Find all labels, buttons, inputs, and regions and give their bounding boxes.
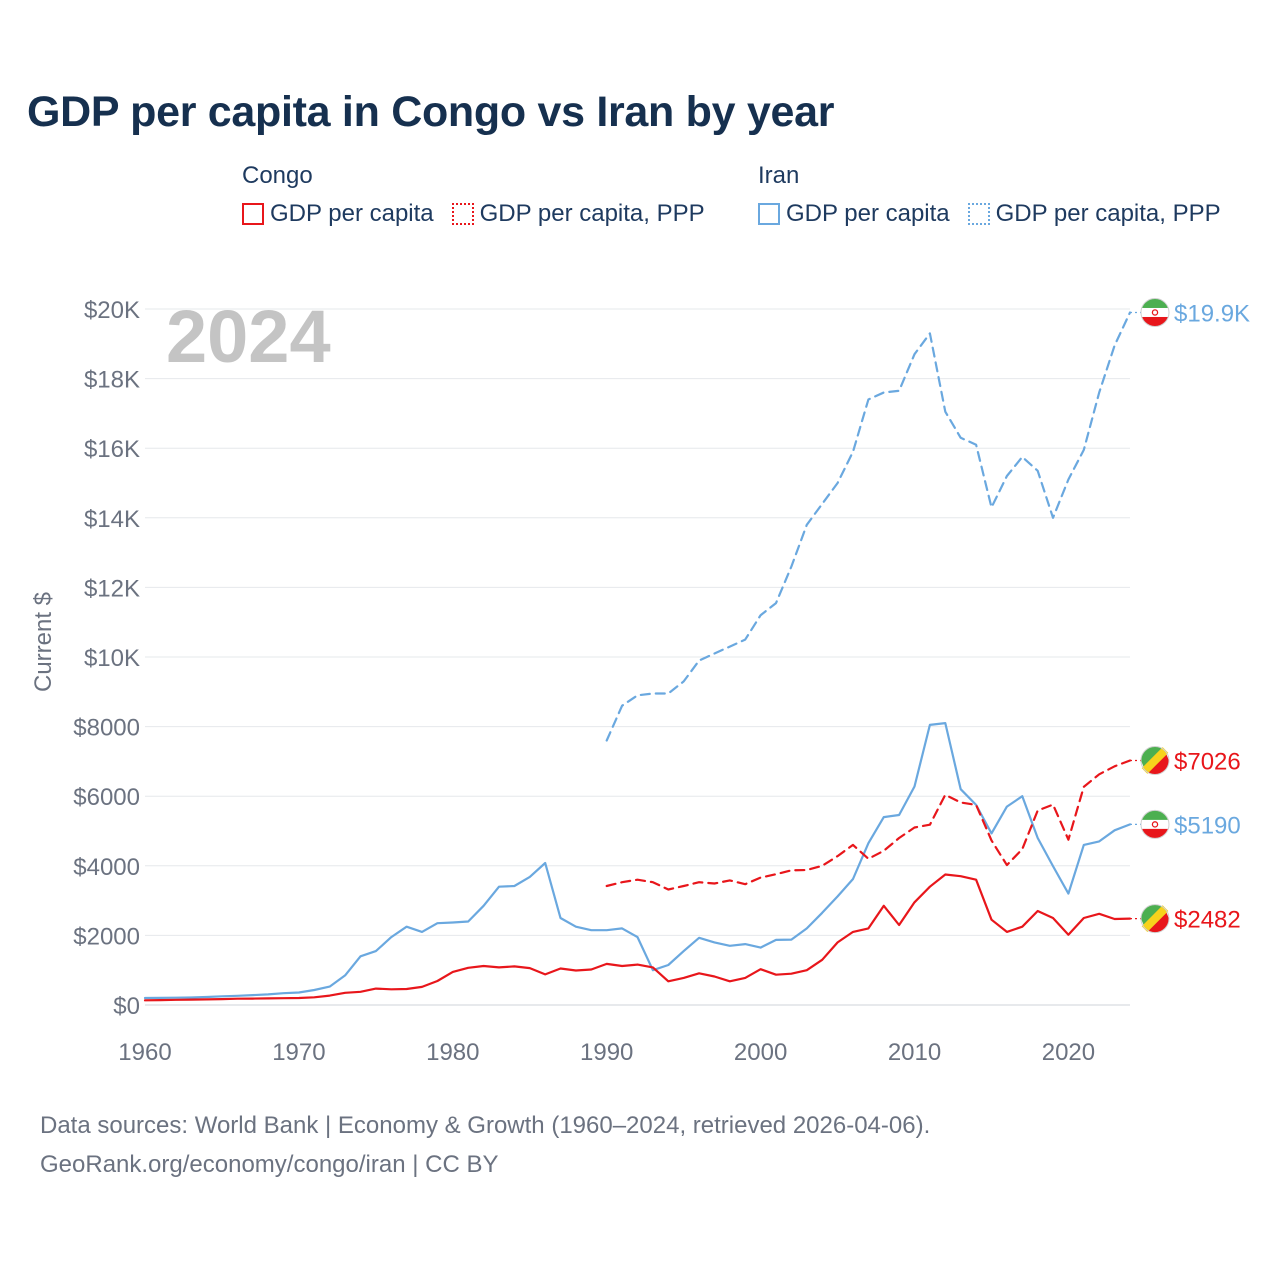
x-tick-label: 1970 bbox=[272, 1039, 325, 1066]
y-tick-label: $8000 bbox=[73, 715, 140, 742]
legend-swatch-solid bbox=[242, 203, 264, 225]
flag-emblem bbox=[1151, 821, 1159, 828]
legend-swatch-dotted bbox=[967, 203, 990, 225]
y-tick-label: $14K bbox=[84, 506, 140, 533]
series-line bbox=[605, 759, 1132, 891]
legend-group-title: Congo bbox=[242, 162, 313, 189]
y-tick-label: $4000 bbox=[73, 854, 140, 881]
end-value-label: $2482 bbox=[1174, 907, 1241, 934]
y-tick-label: $16K bbox=[84, 436, 140, 463]
y-tick-label: $2000 bbox=[73, 923, 140, 950]
legend-item-congo-gdp-ppp[interactable]: GDP per capita, PPP bbox=[451, 200, 705, 228]
x-tick-label: 1960 bbox=[118, 1039, 171, 1066]
legend-group-title: Iran bbox=[758, 162, 800, 189]
legend-item-iran-gdp-ppp[interactable]: GDP per capita, PPP bbox=[967, 200, 1221, 228]
y-tick-label: $12K bbox=[84, 575, 140, 602]
footer-attribution: GeoRank.org/economy/congo/iran | CC BY bbox=[40, 1151, 499, 1178]
year-watermark: 2024 bbox=[166, 295, 331, 378]
legend-swatch-dotted bbox=[451, 203, 474, 225]
flag-band-white bbox=[1141, 307, 1169, 317]
y-tick-label: $0 bbox=[113, 993, 140, 1020]
legend-swatch-solid bbox=[758, 203, 780, 225]
iran-flag-icon bbox=[1140, 297, 1170, 327]
x-axis-ticks: 1960 1970 1980 1990 2000 2010 2020 bbox=[118, 1039, 1095, 1066]
flag-outline bbox=[1140, 745, 1170, 775]
x-tick-label: 2010 bbox=[888, 1039, 941, 1066]
legend-label: GDP per capita, PPP bbox=[479, 200, 705, 227]
end-value-label: $5190 bbox=[1174, 812, 1241, 839]
y-tick-label: $18K bbox=[84, 367, 140, 394]
y-axis-ticks: $0 $2000 $4000 $6000 $8000 $10K $12K $14K $16K $1… bbox=[73, 297, 140, 1020]
legend-group-iran: Iran GDP per capita GDP per capita, PPP bbox=[758, 162, 1221, 228]
flag-band-yellow bbox=[1141, 747, 1169, 774]
end-value-label: $19.9K bbox=[1174, 300, 1250, 327]
series-line bbox=[143, 721, 1132, 1000]
y-tick-label: $20K bbox=[84, 297, 140, 324]
flag-band-white bbox=[1141, 819, 1169, 829]
line-chart: $0 $2000 $4000 $6000 $8000 $10K $12K $14K $16K $1… bbox=[30, 295, 1250, 1066]
congo-flag-icon bbox=[1140, 745, 1170, 775]
legend-item-congo-gdp[interactable]: GDP per capita bbox=[242, 200, 434, 228]
flag-outline bbox=[1140, 297, 1170, 327]
x-tick-label: 2020 bbox=[1042, 1039, 1095, 1066]
flag-emblem bbox=[1151, 309, 1159, 316]
iran-flag-icon bbox=[1140, 809, 1170, 839]
end-value-label: $7026 bbox=[1174, 748, 1241, 775]
series-line bbox=[143, 873, 1132, 1002]
legend-label: GDP per capita bbox=[786, 200, 950, 227]
y-tick-label: $10K bbox=[84, 645, 140, 672]
flag-band-yellow bbox=[1141, 905, 1169, 932]
legend-group-congo: Congo GDP per capita GDP per capita, PPP bbox=[242, 162, 705, 228]
legend-label: GDP per capita bbox=[270, 200, 434, 227]
legend-label: GDP per capita, PPP bbox=[995, 200, 1221, 227]
series-line bbox=[605, 311, 1132, 742]
flag-outline bbox=[1140, 904, 1170, 934]
chart-title: GDP per capita in Congo vs Iran by year bbox=[27, 88, 835, 136]
congo-flag-icon bbox=[1140, 904, 1170, 934]
footer-sources: Data sources: World Bank | Economy & Gro… bbox=[40, 1112, 931, 1139]
footer: Data sources: World Bank | Economy & Gro… bbox=[40, 1106, 930, 1184]
x-tick-label: 2000 bbox=[734, 1039, 787, 1066]
end-labels: $19.9K $5190 $7026 $2482 bbox=[1140, 297, 1250, 934]
flag-outline bbox=[1140, 809, 1170, 839]
legend-item-iran-gdp[interactable]: GDP per capita bbox=[758, 200, 950, 228]
x-tick-label: 1980 bbox=[426, 1039, 479, 1066]
x-tick-label: 1990 bbox=[580, 1039, 633, 1066]
grid-lines bbox=[145, 308, 1130, 1006]
y-tick-label: $6000 bbox=[73, 784, 140, 811]
y-axis-label: Current $ bbox=[30, 592, 57, 692]
series-lines bbox=[143, 311, 1141, 1002]
